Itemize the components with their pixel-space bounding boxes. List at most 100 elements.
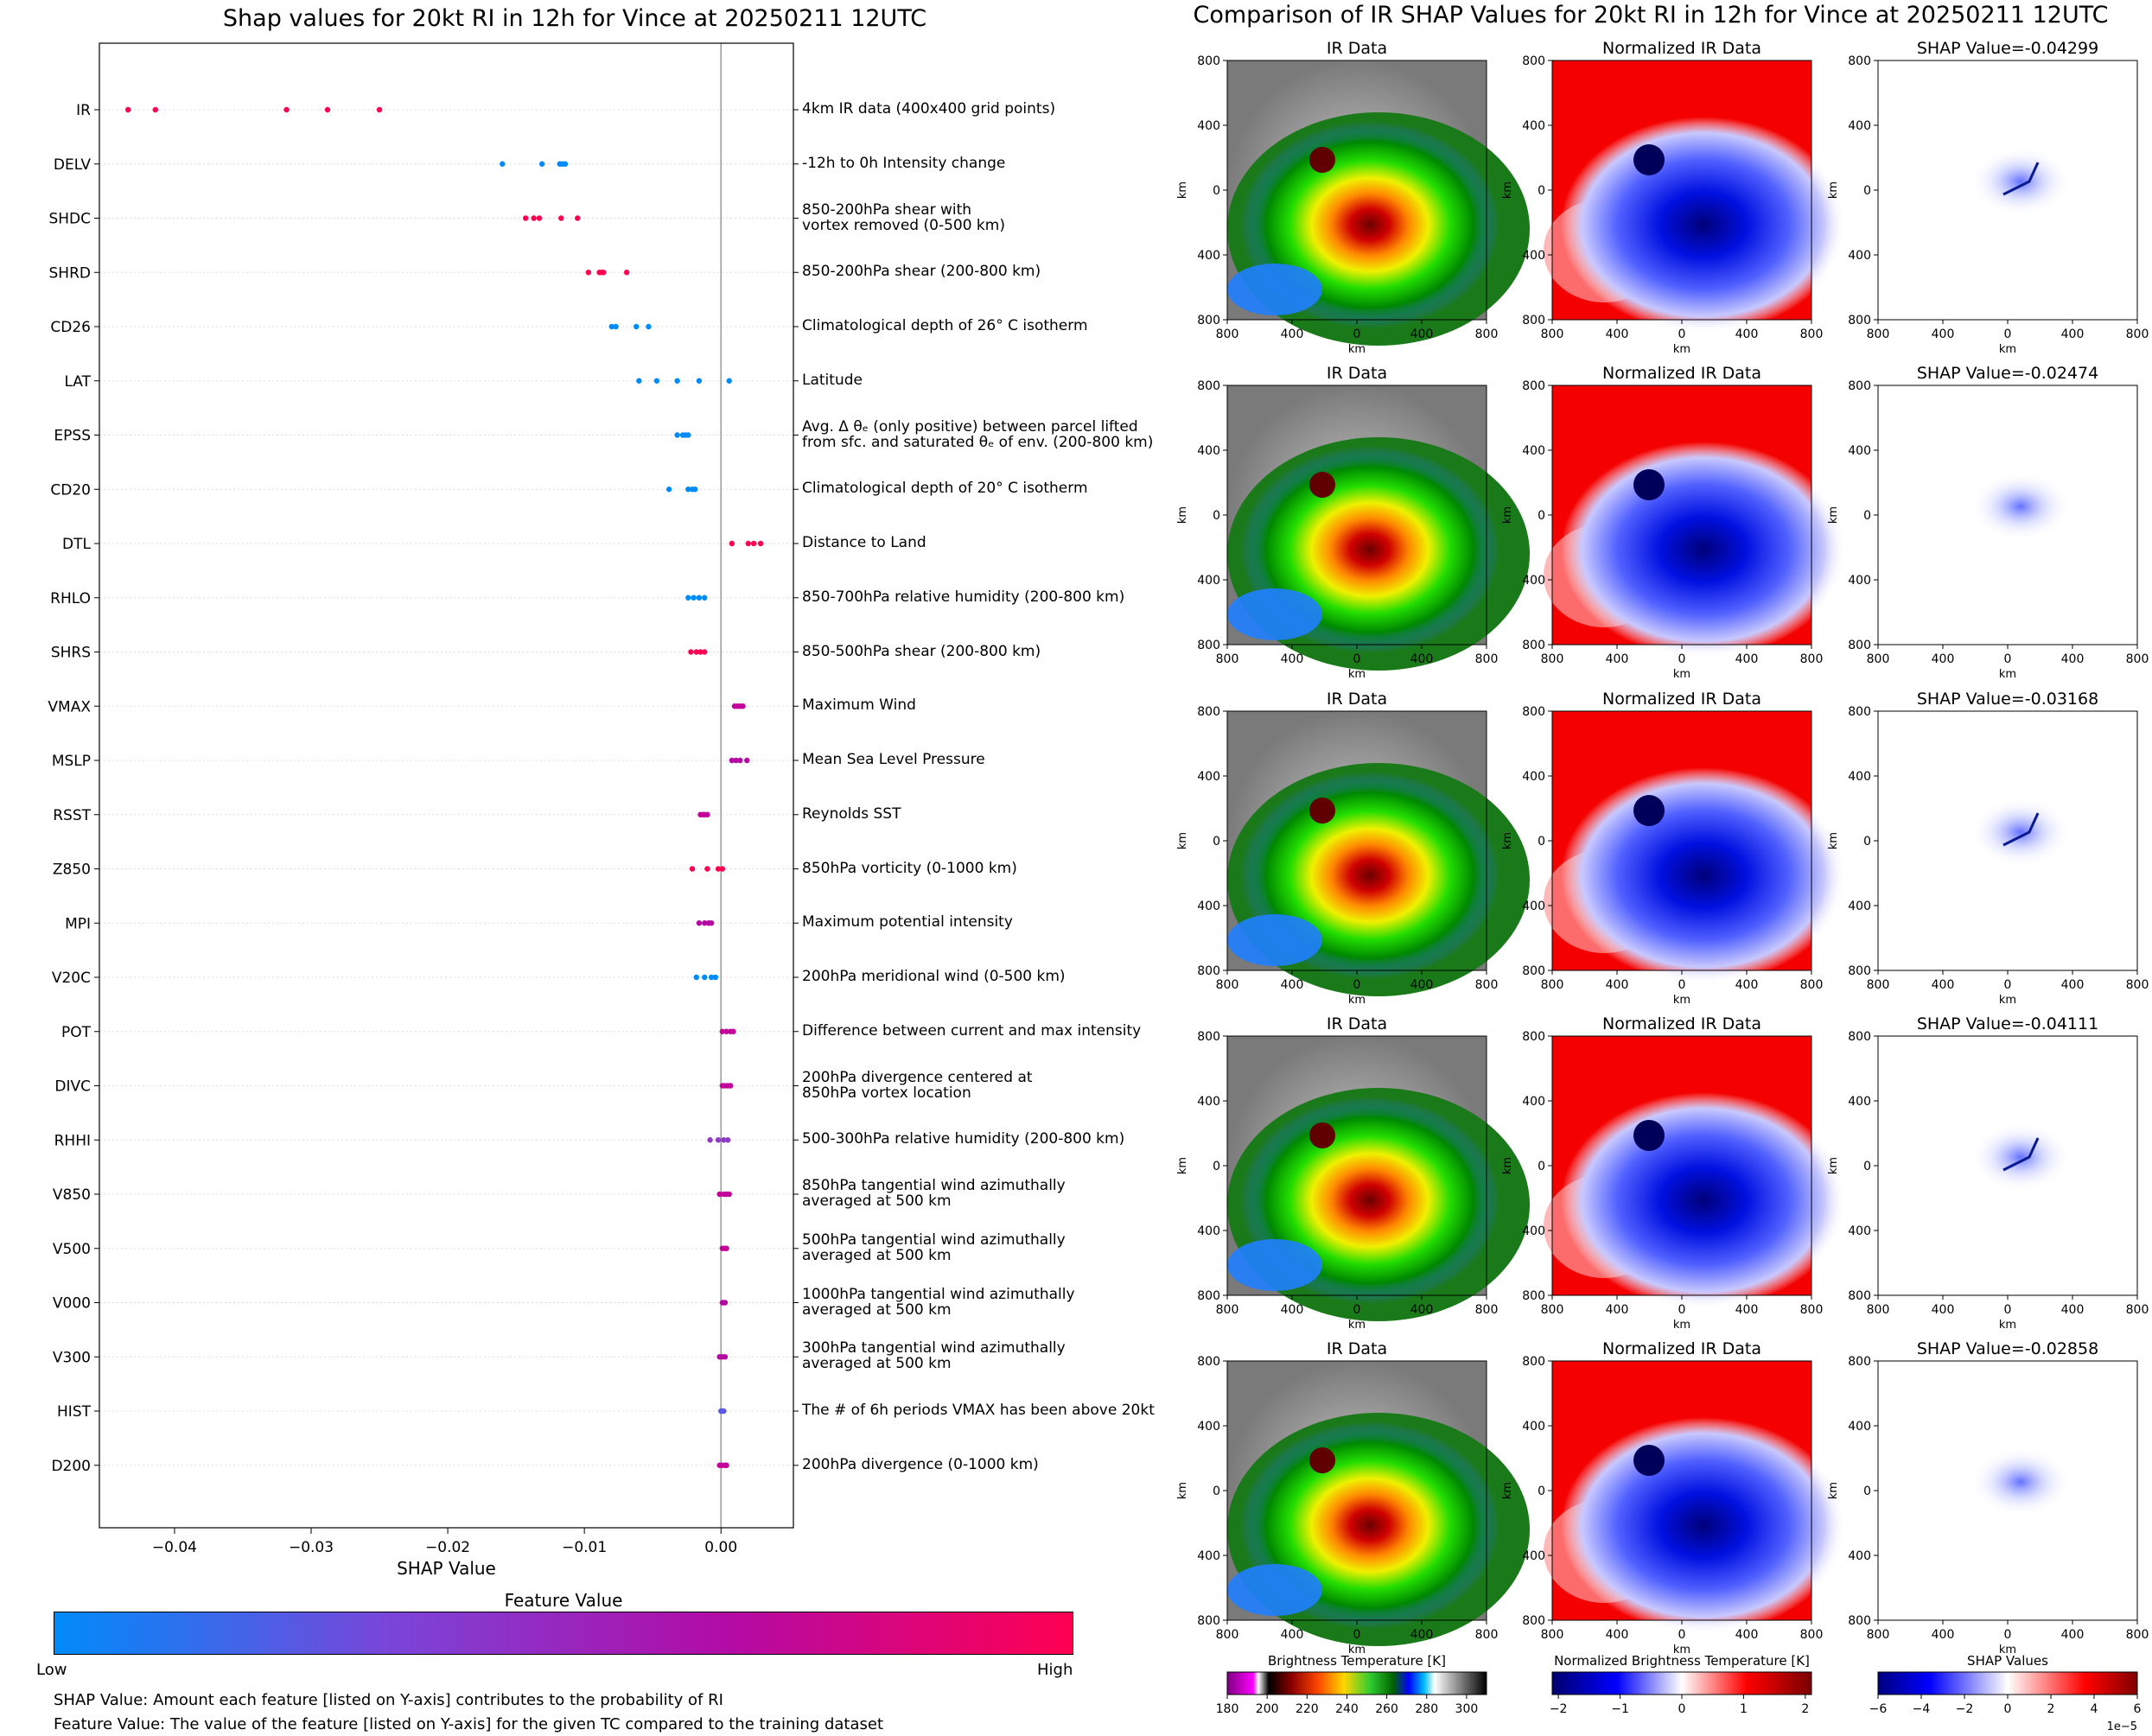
- x-tick-label: 400: [1932, 1303, 1955, 1317]
- x-tick-label: 800: [2126, 1628, 2149, 1642]
- shap-point: [733, 757, 739, 764]
- y-tick-label: 400: [1848, 1095, 1871, 1109]
- shap-point: [696, 920, 703, 926]
- shap-point: [696, 378, 703, 384]
- x-tick-label: 0: [2004, 652, 2012, 666]
- x-tick-label: −0.01: [562, 1539, 607, 1556]
- x-tick-label: 400: [1735, 1303, 1759, 1317]
- x-tick-label: 400: [1281, 978, 1304, 992]
- x-tick-label: 800: [1800, 1628, 1824, 1642]
- x-tick-label: 800: [1475, 1628, 1499, 1642]
- comparison-row: IR Data80080040040000400400800800kmkmNor…: [1176, 1014, 2149, 1332]
- y-tick-label: 400: [1522, 1549, 1545, 1563]
- x-tick-label: −0.03: [289, 1539, 334, 1556]
- x-tick-label: 400: [2061, 1628, 2085, 1642]
- shap-point: [740, 703, 746, 709]
- shap-point: [575, 215, 581, 221]
- y-tick-label: 800: [1848, 705, 1871, 719]
- normalized-storm-center: [1633, 795, 1665, 826]
- feature-label: MPI: [65, 915, 91, 932]
- x-tick-label: 400: [1281, 652, 1304, 666]
- x-tick-label: 800: [2126, 652, 2149, 666]
- x-tick-label: 800: [1475, 1303, 1499, 1317]
- x-tick-label: 800: [1867, 978, 1890, 992]
- shap-point: [726, 378, 732, 384]
- shap-point: [728, 1083, 734, 1089]
- x-tick-label: 400: [1932, 1628, 1955, 1642]
- y-tick-label: 0: [1213, 1485, 1220, 1498]
- plot-frame: [99, 42, 794, 1529]
- x-tick-label: 800: [1867, 327, 1890, 341]
- shap-strong-feature: [2002, 162, 2040, 196]
- colorbar-tick-label: 240: [1335, 1702, 1359, 1716]
- y-tick-label: 0: [1863, 184, 1871, 198]
- y-tick-label: 0: [1863, 835, 1871, 849]
- feature-label: EPSS: [54, 428, 91, 445]
- x-tick-label: 0: [1353, 978, 1361, 992]
- colorbar-tick-label: 2: [1801, 1702, 1809, 1716]
- x-tick-label: 400: [1606, 327, 1629, 341]
- ir-panel-title: IR Data: [1327, 39, 1387, 58]
- y-axis-label: km: [1501, 1157, 1514, 1174]
- shap-point: [691, 486, 698, 493]
- normalized-storm-center: [1633, 144, 1665, 175]
- feature-description: 500-300hPa relative humidity (200-800 km…: [802, 1130, 1125, 1148]
- x-tick-label: 800: [1475, 652, 1499, 666]
- shap-point: [723, 1462, 729, 1468]
- comparison-row: IR Data80080040040000400400800800kmkmNor…: [1176, 364, 2149, 681]
- colorbar-tick-label: 180: [1216, 1702, 1239, 1716]
- y-tick-label: 400: [1848, 1224, 1871, 1238]
- shap-point: [723, 1028, 729, 1034]
- x-axis-label: km: [1673, 994, 1690, 1007]
- shap-point: [562, 161, 569, 167]
- x-tick-label: 0: [2004, 1303, 2012, 1317]
- feature-value-colorbar: [54, 1612, 1073, 1655]
- feature-description: 200hPa divergence centered at 850hPa vor…: [802, 1068, 1033, 1102]
- x-tick-label: 0: [1353, 1628, 1361, 1642]
- normalized-storm-center: [1633, 1445, 1665, 1476]
- colorbar-label: Normalized Brightness Temperature [K]: [1554, 1653, 1810, 1669]
- feature-description: Latitude: [802, 371, 863, 389]
- x-axis-label: km: [1999, 994, 2016, 1007]
- normalized-storm: [1561, 1092, 1846, 1308]
- x-tick-label: 400: [1606, 1303, 1629, 1317]
- feature-description: Mean Sea Level Pressure: [802, 751, 985, 768]
- y-tick-label: 800: [1197, 964, 1220, 978]
- y-tick-label: 800: [1848, 314, 1871, 327]
- y-tick-label: 400: [1848, 1420, 1871, 1434]
- x-tick-label: −0.02: [425, 1539, 470, 1556]
- shap-summary-plot: −0.04 −0.03 −0.02 −0.01 0.00 SHAP Value IR DELV…: [48, 42, 799, 1579]
- shap-negative-region: [1971, 472, 2071, 541]
- shap-point: [722, 1354, 729, 1360]
- y-tick-label: 0: [1213, 509, 1220, 523]
- left-chart-title: Shap values for 20kt RI in 12h for Vince…: [222, 5, 927, 32]
- y-axis-label: km: [1176, 832, 1189, 849]
- y-tick-label: 800: [1848, 1355, 1871, 1369]
- feature-description: Climatological depth of 20° C isotherm: [802, 480, 1088, 498]
- shap-panel-title: SHAP Value=-0.03168: [1917, 690, 2098, 709]
- shap-point: [608, 323, 614, 330]
- x-tick-label: 800: [1216, 652, 1239, 666]
- x-axis-label: km: [1999, 343, 2016, 356]
- y-tick-label: 800: [1848, 1614, 1871, 1628]
- feature-description: 4km IR data (400x400 grid points): [802, 100, 1056, 118]
- y-tick-label: 400: [1848, 444, 1871, 458]
- y-tick-label: 800: [1522, 1289, 1545, 1303]
- x-tick-label: 800: [1216, 327, 1239, 341]
- feature-label: RHHI: [54, 1132, 91, 1149]
- x-tick-label: 400: [1606, 1628, 1629, 1642]
- y-tick-label: 0: [1538, 184, 1545, 198]
- feature-label: POT: [61, 1024, 92, 1041]
- x-tick-label: 0: [2004, 1628, 2012, 1642]
- shap-strong-feature: [2002, 1137, 2040, 1172]
- x-tick-label: 400: [1735, 1628, 1759, 1642]
- shap-point: [704, 811, 710, 817]
- shap-point: [558, 215, 564, 221]
- shap-point: [665, 486, 672, 493]
- x-tick-label: 800: [1867, 652, 1890, 666]
- y-tick-label: 400: [1197, 1420, 1220, 1434]
- shap-point: [722, 1300, 729, 1306]
- x-axis-label: km: [1673, 1319, 1690, 1332]
- normalized-storm: [1561, 767, 1846, 983]
- colorbar-tick-label: 280: [1415, 1702, 1438, 1716]
